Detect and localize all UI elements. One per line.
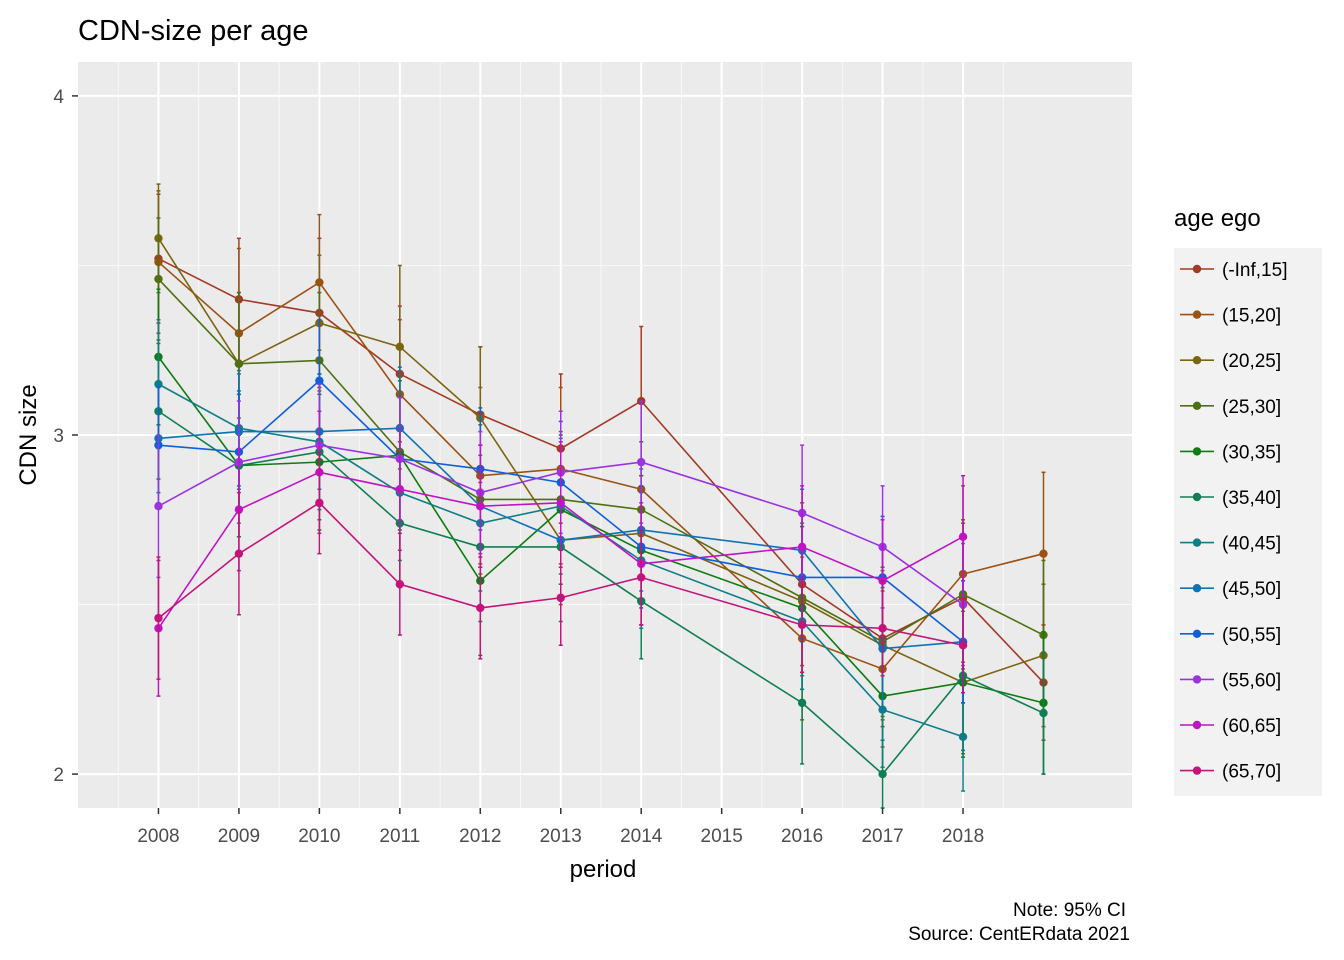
series-group	[154, 183, 1048, 809]
x-tick-label: 2009	[218, 826, 260, 847]
legend-item: (35,40]	[1180, 488, 1281, 509]
data-point	[797, 698, 807, 708]
series-line	[157, 471, 964, 629]
x-tick-label: 2010	[298, 826, 340, 847]
data-point	[154, 274, 163, 284]
x-axis-title: period	[570, 856, 637, 883]
legend-label: (20,25]	[1222, 351, 1281, 372]
legend-item: (55,60]	[1180, 670, 1281, 691]
legend-key-point	[1192, 356, 1202, 365]
series-line	[158, 379, 964, 643]
y-tick-label: 2	[53, 765, 64, 786]
data-point	[315, 498, 324, 508]
legend-key-point	[1192, 538, 1202, 547]
x-tick-label: 2015	[701, 826, 743, 847]
chart-title: CDN-size per age	[78, 15, 308, 47]
x-tick-label: 2014	[620, 826, 663, 847]
legend-label: (55,60]	[1222, 670, 1281, 691]
legend-key-point	[1192, 401, 1202, 410]
legend-item: (-Inf,15]	[1180, 260, 1287, 281]
legend-item: (40,45]	[1180, 534, 1281, 555]
x-axis: 2008 2009 2010 2011 2012 2013 2014 2015 2016 2017…	[137, 808, 984, 847]
data-point	[637, 457, 646, 467]
data-point	[154, 502, 163, 511]
legend-label: (45,50]	[1222, 579, 1281, 600]
data-point	[797, 620, 807, 630]
x-tick-label: 2018	[942, 826, 984, 847]
legend-item: (20,25]	[1180, 351, 1281, 372]
legend-key-point	[1192, 584, 1202, 593]
legend-label: (65,70]	[1222, 762, 1281, 783]
data-point	[797, 542, 807, 552]
data-point	[556, 498, 565, 508]
series-line	[158, 444, 964, 606]
legend-item: (50,55]	[1180, 625, 1281, 646]
legend-label: (30,35]	[1222, 442, 1281, 463]
x-tick-label: 2017	[861, 826, 903, 847]
caption-note: Note: 95% CI	[1013, 900, 1126, 921]
x-tick-label: 2011	[379, 826, 420, 847]
legend-title: age ego	[1174, 205, 1261, 232]
y-axis-title: CDN size	[15, 384, 42, 485]
data-point	[637, 573, 646, 582]
data-point	[476, 603, 485, 613]
legend-key-point	[1192, 720, 1202, 730]
x-tick-label: 2012	[459, 826, 501, 847]
legend: (-Inf,15] (15,20] (20,25] (25,30] (30,35] (35…	[1180, 260, 1287, 783]
data-point	[878, 769, 887, 779]
series-line	[157, 501, 964, 647]
y-axis: 2 3 4	[53, 87, 78, 786]
series	[154, 451, 968, 694]
legend-key-point	[1192, 629, 1202, 638]
legend-label: (-Inf,15]	[1222, 260, 1287, 281]
legend-label: (15,20]	[1222, 306, 1281, 327]
data-point	[315, 376, 324, 385]
legend-item: (25,30]	[1180, 397, 1281, 418]
caption-source: Source: CentERdata 2021	[908, 924, 1130, 945]
legend-label: (60,65]	[1222, 716, 1281, 737]
legend-key-point	[1192, 766, 1202, 775]
legend-item: (15,20]	[1180, 306, 1281, 327]
data-point	[958, 732, 968, 741]
series-line	[158, 383, 964, 738]
legend-label: (50,55]	[1222, 625, 1281, 646]
legend-key-point	[1192, 675, 1202, 684]
legend-item: (65,70]	[1180, 762, 1281, 783]
data-point	[395, 485, 405, 494]
data-point	[1039, 549, 1048, 558]
data-point	[476, 502, 485, 511]
data-point	[154, 613, 163, 623]
legend-key-point	[1192, 492, 1202, 502]
y-tick-label: 3	[53, 426, 64, 447]
x-tick-label: 2013	[540, 826, 582, 847]
legend-item: (60,65]	[1180, 716, 1281, 737]
y-tick-label: 4	[53, 87, 64, 108]
data-point	[234, 359, 244, 368]
data-point	[395, 342, 405, 352]
legend-item: (30,35]	[1180, 442, 1281, 463]
legend-label: (25,30]	[1222, 397, 1281, 418]
legend-label: (40,45]	[1222, 534, 1281, 555]
x-tick-label: 2008	[137, 826, 179, 847]
data-point	[1039, 708, 1048, 718]
legend-key-point	[1192, 310, 1202, 319]
data-point	[958, 532, 968, 541]
data-point	[878, 624, 887, 633]
data-point	[556, 593, 565, 602]
legend-panel	[1174, 248, 1322, 796]
data-point	[395, 580, 405, 589]
x-tick-label: 2016	[781, 826, 823, 847]
legend-label: (35,40]	[1222, 488, 1281, 509]
series-line	[158, 427, 964, 650]
legend-item: (45,50]	[1180, 579, 1281, 600]
legend-key-point	[1192, 447, 1202, 456]
data-point	[234, 549, 244, 558]
legend-key-point	[1192, 264, 1202, 274]
data-point	[958, 641, 968, 650]
